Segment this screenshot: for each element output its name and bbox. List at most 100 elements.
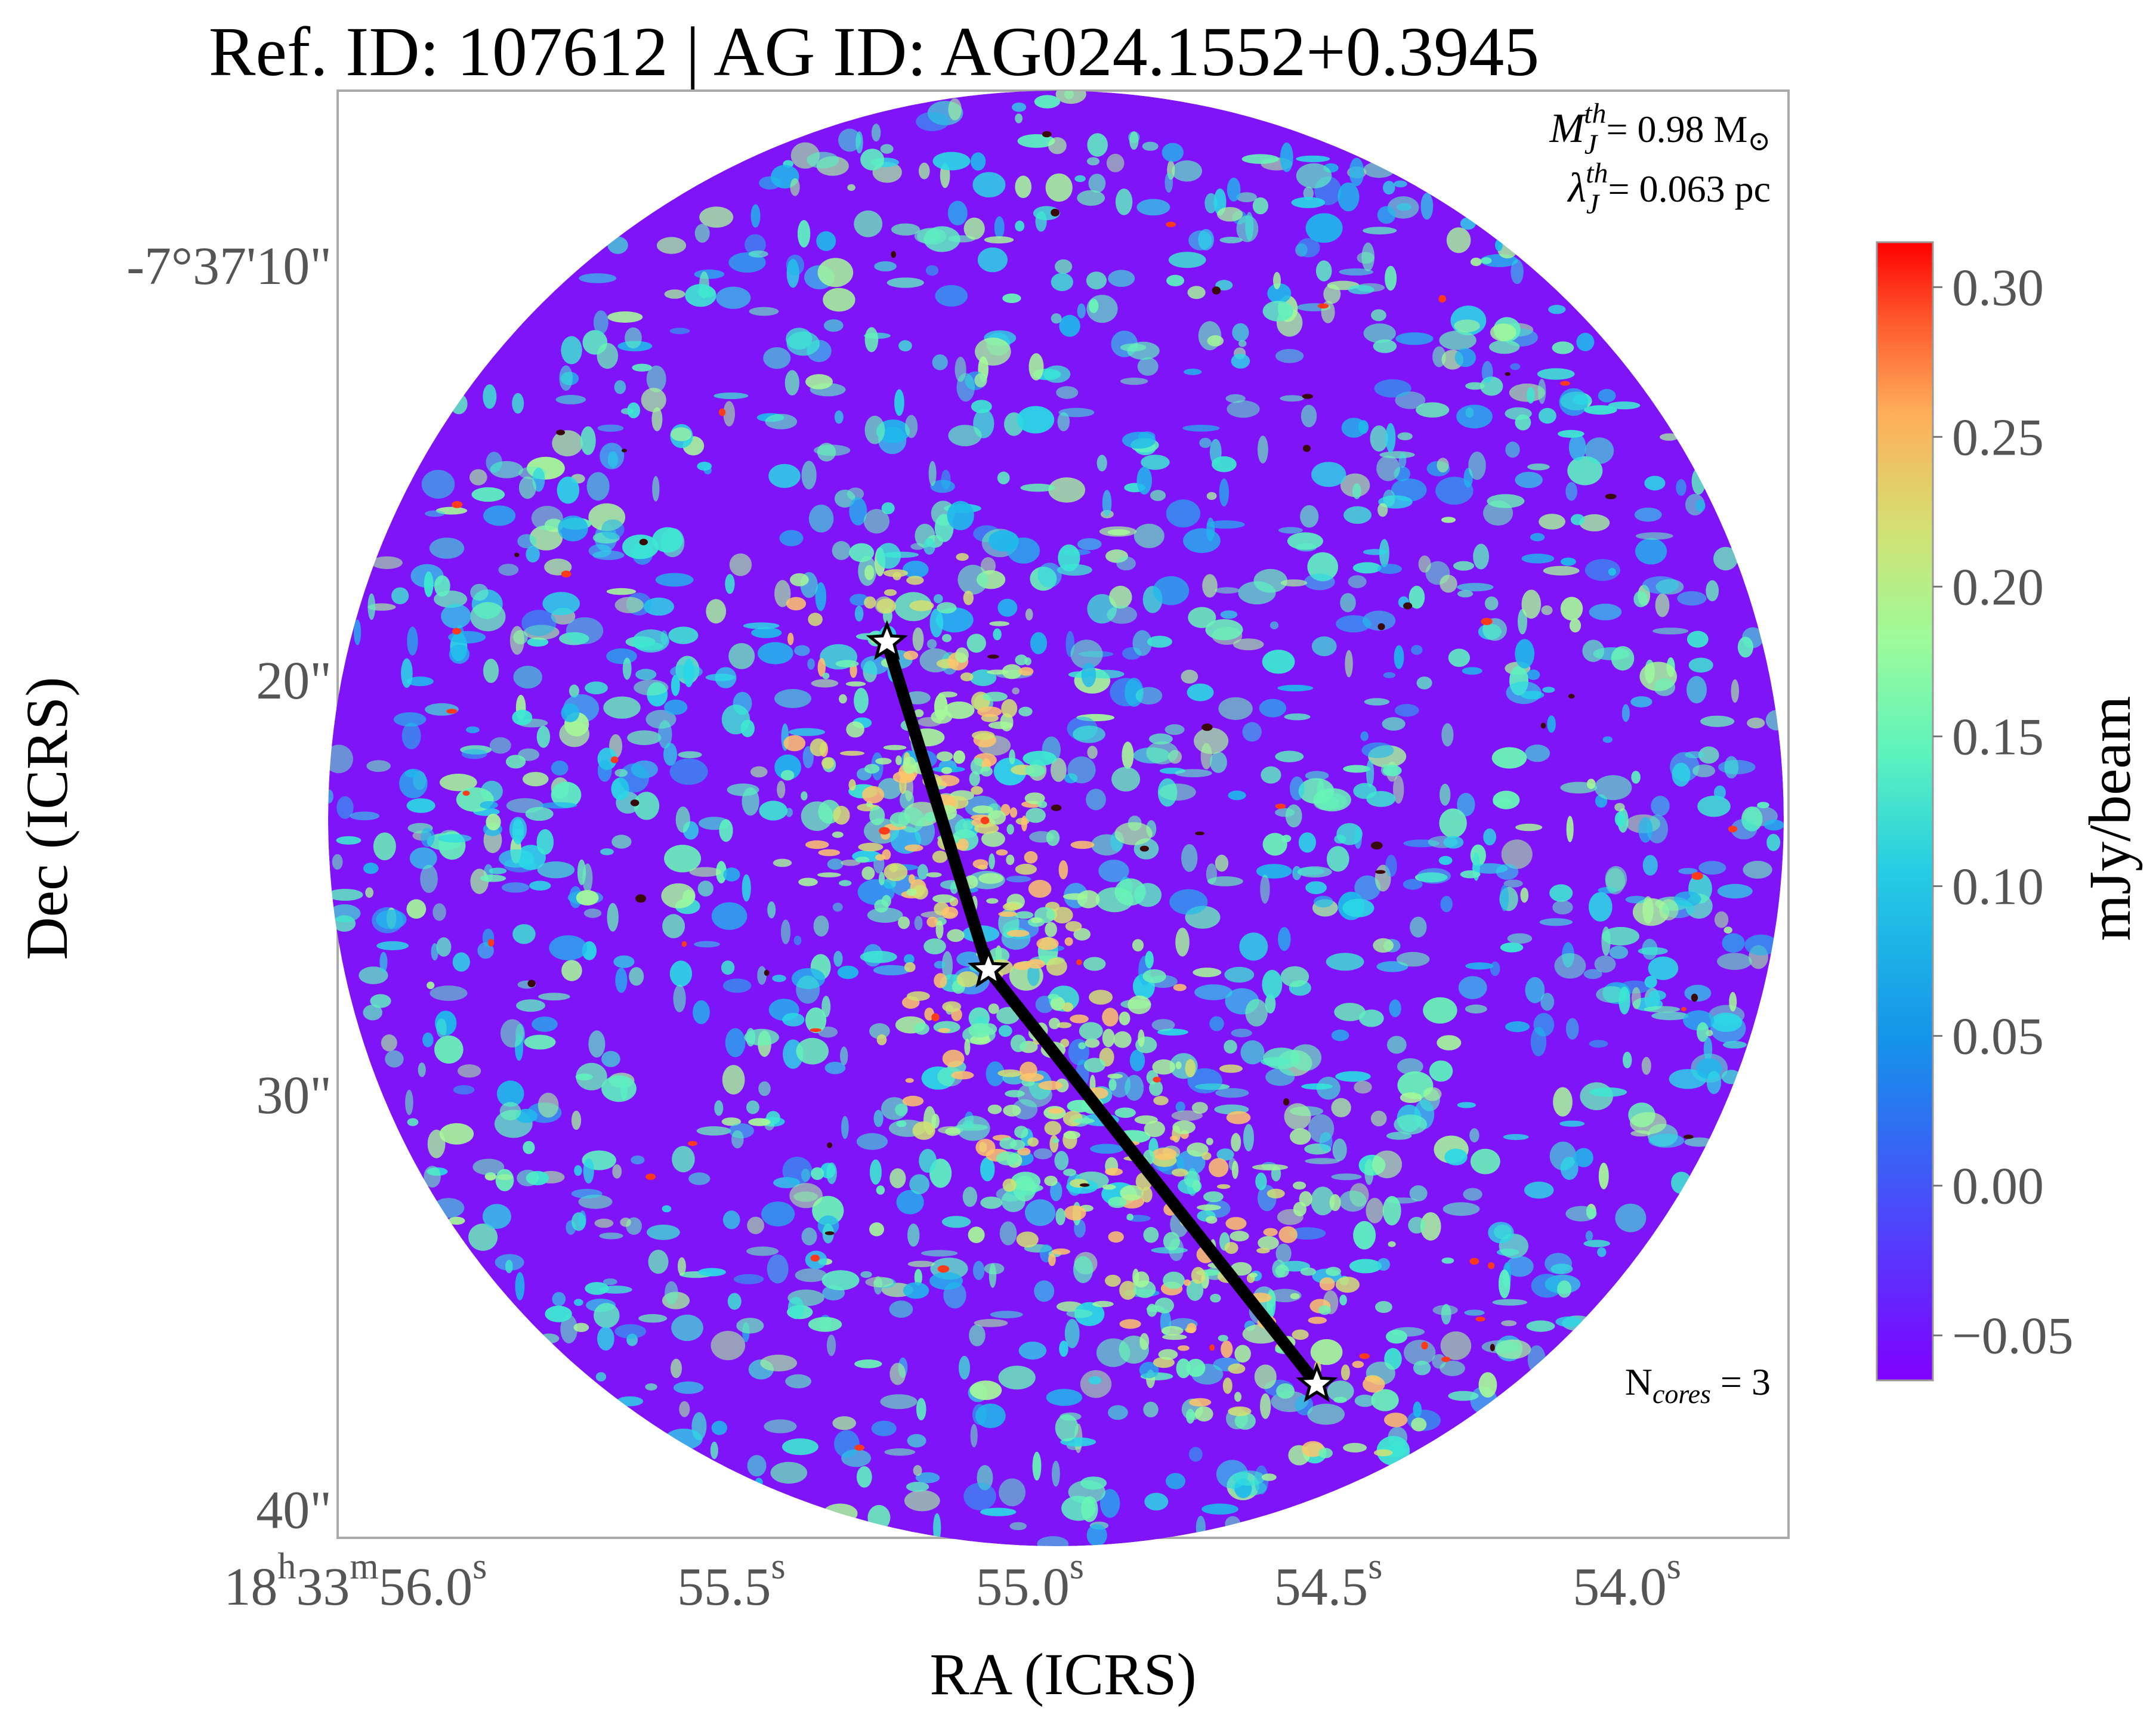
filament-blob bbox=[1064, 937, 1073, 946]
noise-blob bbox=[1162, 143, 1184, 162]
noise-blob bbox=[891, 223, 921, 236]
noise-blob bbox=[1633, 591, 1648, 608]
noise-blob bbox=[784, 370, 799, 395]
noise-blob bbox=[1385, 423, 1396, 453]
noise-blob bbox=[470, 869, 489, 894]
noise-blob bbox=[1280, 395, 1305, 402]
filament-blob bbox=[1024, 657, 1031, 666]
noise-blob bbox=[1186, 1358, 1206, 1377]
noise-blob bbox=[685, 284, 716, 307]
noise-blob bbox=[1194, 728, 1229, 754]
noise-blob bbox=[518, 476, 536, 499]
noise-blob bbox=[1655, 593, 1670, 617]
filament-blob bbox=[914, 1022, 929, 1035]
noise-blob bbox=[472, 1158, 505, 1175]
noise-blob bbox=[1225, 394, 1246, 403]
noise-blob bbox=[1573, 394, 1592, 405]
filament-blob bbox=[1108, 1197, 1127, 1209]
noise-blob bbox=[801, 1227, 817, 1246]
noise-blob bbox=[928, 461, 937, 486]
noise-blob bbox=[1168, 252, 1206, 268]
noise-blob bbox=[1441, 1257, 1454, 1264]
noise-blob bbox=[1028, 353, 1044, 381]
noise-blob bbox=[1435, 477, 1474, 505]
noise-blob bbox=[1473, 543, 1490, 570]
filament-blob bbox=[1184, 1279, 1191, 1286]
noise-blob bbox=[583, 909, 602, 918]
noise-blob bbox=[620, 1218, 631, 1227]
noise-blob bbox=[807, 658, 815, 670]
noise-blob bbox=[1120, 378, 1148, 385]
noise-blob bbox=[673, 1381, 704, 1394]
hot-pixel bbox=[452, 628, 461, 635]
filament-blob bbox=[835, 660, 859, 668]
noise-blob bbox=[421, 827, 435, 847]
noise-blob bbox=[1366, 1198, 1384, 1223]
noise-blob bbox=[552, 1291, 566, 1306]
hot-pixel bbox=[879, 827, 890, 835]
filament-blob bbox=[1149, 1080, 1163, 1096]
noise-blob bbox=[401, 722, 421, 750]
filament-blob bbox=[845, 681, 866, 687]
filament-blob bbox=[1018, 667, 1034, 676]
noise-blob bbox=[1262, 833, 1287, 856]
hot-pixel bbox=[937, 1265, 950, 1273]
filament-blob bbox=[1203, 1191, 1224, 1203]
filament-blob bbox=[1308, 1317, 1327, 1324]
filament-blob bbox=[1057, 1022, 1072, 1028]
x-axis-label: RA (ICRS) bbox=[929, 1641, 1196, 1707]
hot-pixel bbox=[987, 654, 999, 659]
noise-blob bbox=[379, 951, 388, 972]
noise-blob bbox=[1394, 1114, 1427, 1135]
noise-blob bbox=[839, 880, 852, 886]
noise-blob bbox=[980, 1157, 995, 1182]
noise-blob bbox=[1304, 573, 1335, 591]
noise-blob bbox=[1394, 704, 1419, 717]
noise-blob bbox=[1648, 956, 1679, 980]
hot-pixel bbox=[1275, 804, 1286, 809]
noise-blob bbox=[997, 598, 1018, 617]
noise-blob bbox=[1055, 259, 1073, 274]
hot-pixel bbox=[446, 709, 458, 714]
noise-blob bbox=[1525, 977, 1545, 1003]
noise-blob bbox=[728, 643, 755, 669]
noise-blob bbox=[1697, 1022, 1709, 1042]
noise-blob bbox=[376, 910, 407, 929]
noise-blob bbox=[1364, 698, 1390, 706]
noise-blob bbox=[370, 994, 391, 1008]
colorbar-tick-label: 0.00 bbox=[1952, 1158, 2044, 1216]
filament-blob bbox=[1079, 1022, 1103, 1040]
hot-pixel bbox=[514, 552, 520, 557]
noise-blob bbox=[1172, 160, 1202, 182]
noise-blob bbox=[757, 966, 767, 985]
noise-blob bbox=[989, 1263, 997, 1288]
noise-blob bbox=[1186, 1279, 1204, 1301]
noise-blob bbox=[438, 834, 472, 843]
noise-blob bbox=[429, 537, 465, 559]
noise-blob bbox=[840, 1046, 848, 1065]
noise-blob bbox=[1358, 420, 1369, 434]
filament-blob bbox=[988, 721, 1014, 730]
filament-blob bbox=[1216, 1184, 1231, 1189]
noise-blob bbox=[1307, 1404, 1345, 1425]
noise-blob bbox=[588, 1030, 606, 1058]
filament-blob bbox=[1105, 1274, 1121, 1287]
noise-blob bbox=[393, 712, 427, 727]
filament-blob bbox=[1318, 1305, 1331, 1315]
noise-blob bbox=[1510, 363, 1521, 370]
noise-blob bbox=[1108, 270, 1135, 288]
noise-blob bbox=[1411, 645, 1423, 655]
noise-blob bbox=[1361, 742, 1394, 758]
filament-blob bbox=[932, 851, 948, 863]
filament-blob bbox=[912, 885, 928, 900]
hot-pixel bbox=[1377, 623, 1385, 631]
noise-blob bbox=[373, 832, 396, 861]
noise-blob bbox=[1648, 990, 1666, 1000]
filament-blob bbox=[955, 647, 969, 663]
filament-blob bbox=[904, 844, 923, 852]
noise-blob bbox=[1695, 499, 1706, 512]
noise-blob bbox=[470, 583, 489, 601]
noise-blob bbox=[772, 975, 786, 982]
noise-blob bbox=[501, 882, 530, 893]
noise-blob bbox=[1030, 632, 1048, 654]
